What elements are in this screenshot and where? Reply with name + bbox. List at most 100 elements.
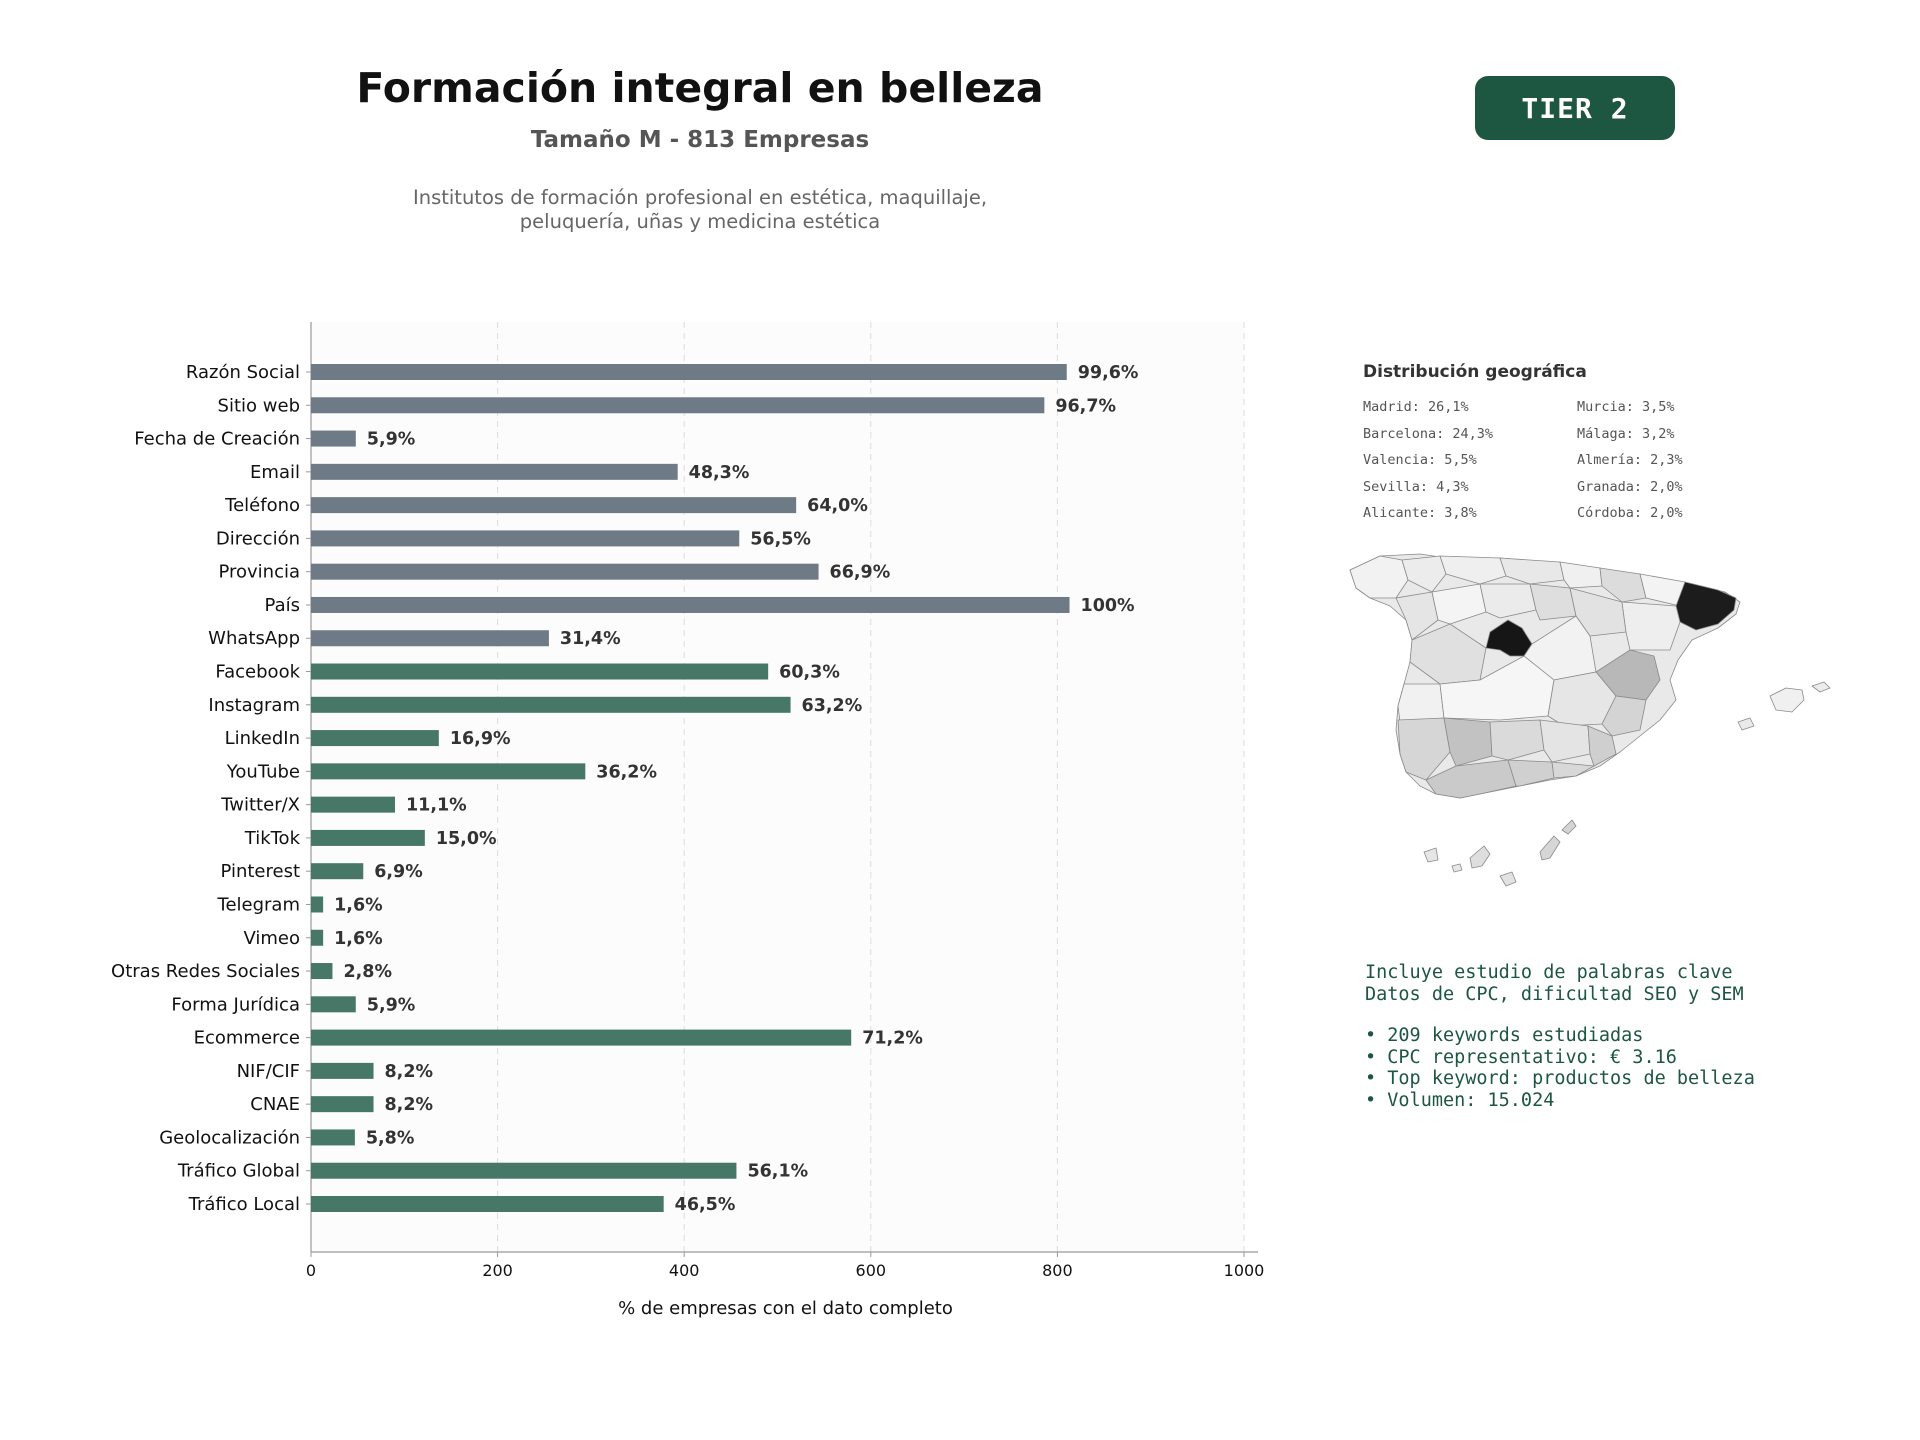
x-axis-label: % de empresas con el dato completo xyxy=(618,1298,953,1319)
map-island xyxy=(1769,687,1805,713)
x-tick-label: 0 xyxy=(306,1261,316,1280)
category-label: Provincia xyxy=(218,562,300,583)
keyword-study-block: Incluye estudio de palabras clave Datos … xyxy=(1365,962,1755,1111)
map-province xyxy=(1551,761,1595,779)
category-label: Dirección xyxy=(216,528,300,549)
geo-item: Córdoba: 2,0% xyxy=(1577,505,1683,521)
bar xyxy=(311,630,549,647)
category-label: País xyxy=(265,595,300,616)
data-label: 64,0% xyxy=(807,496,868,516)
map-province xyxy=(1599,567,1647,603)
x-tick-label: 600 xyxy=(856,1261,887,1280)
data-label: 66,9% xyxy=(830,563,891,583)
map-province xyxy=(1499,557,1565,585)
category-label: Telegram xyxy=(217,894,300,915)
map-province xyxy=(1621,601,1681,651)
bar xyxy=(311,1196,664,1212)
geo-item: Barcelona: 24,3% xyxy=(1363,425,1494,442)
bar xyxy=(311,663,769,680)
category-label: Otras Redes Sociales xyxy=(111,961,300,982)
geo-item: Málaga: 3,2% xyxy=(1577,425,1675,442)
map-province xyxy=(1587,725,1617,767)
category-label: Vimeo xyxy=(243,928,300,949)
data-label: 5,9% xyxy=(367,430,416,450)
data-label: 46,5% xyxy=(675,1195,736,1215)
bar xyxy=(311,696,791,713)
category-label: Tráfico Local xyxy=(188,1194,300,1215)
bar xyxy=(311,929,324,946)
data-label: 56,1% xyxy=(747,1162,808,1182)
x-tick-label: 400 xyxy=(669,1261,700,1280)
map-island xyxy=(1539,835,1561,861)
category-label: Fecha de Creación xyxy=(134,429,300,450)
bar xyxy=(311,796,395,813)
category-label: YouTube xyxy=(226,761,300,782)
bar xyxy=(311,1129,355,1146)
x-tick-label: 800 xyxy=(1042,1261,1073,1280)
geo-distribution-title: Distribución geográfica xyxy=(1363,362,1587,382)
map-province xyxy=(1439,555,1507,585)
category-label: Forma Jurídica xyxy=(171,994,300,1015)
map-province xyxy=(1395,591,1439,641)
bar xyxy=(311,730,439,747)
bar xyxy=(311,863,364,880)
map-island xyxy=(1451,863,1463,873)
data-label: 5,8% xyxy=(366,1128,415,1148)
bar xyxy=(311,963,333,980)
map-island xyxy=(1499,871,1517,887)
map-province xyxy=(1401,555,1447,593)
data-label: 48,3% xyxy=(689,463,750,483)
data-label: 63,2% xyxy=(802,696,863,716)
keyword-bullet: • Volumen: 15.024 xyxy=(1365,1089,1555,1111)
map-island xyxy=(1423,847,1439,863)
sector-description: Institutos de formación profesional en e… xyxy=(300,186,1100,234)
map-province xyxy=(1489,719,1545,761)
map-province xyxy=(1397,683,1445,723)
map-province-sevilla xyxy=(1443,717,1493,767)
data-label: 8,2% xyxy=(385,1095,434,1115)
category-label: Twitter/X xyxy=(220,795,300,816)
map-island xyxy=(1561,819,1577,835)
map-island xyxy=(1811,681,1831,693)
bar xyxy=(311,463,678,480)
keyword-bullet: • CPC representativo: € 3.16 xyxy=(1365,1046,1677,1068)
data-label: 96,7% xyxy=(1055,396,1116,416)
bar xyxy=(311,430,356,447)
page-title: Formación integral en belleza xyxy=(356,64,1044,112)
geo-item: Murcia: 3,5% xyxy=(1577,399,1675,415)
bar xyxy=(311,1096,374,1113)
tier-badge: TIER 2 xyxy=(1475,76,1675,140)
x-tick-label: 200 xyxy=(482,1261,513,1280)
keyword-bullet: • 209 keywords estudiadas xyxy=(1365,1025,1644,1046)
data-label: 1,6% xyxy=(334,895,383,915)
description-line: peluquería, uñas y medicina estética xyxy=(519,210,881,233)
map-province xyxy=(1507,759,1555,787)
keyword-bullet: • Top keyword: productos de belleza xyxy=(1365,1068,1755,1089)
geo-item: Madrid: 26,1% xyxy=(1363,399,1469,415)
category-label: Geolocalización xyxy=(159,1127,300,1148)
data-label: 56,5% xyxy=(750,529,811,549)
category-label: Razón Social xyxy=(186,362,300,383)
data-label: 31,4% xyxy=(560,629,621,649)
category-label: NIF/CIF xyxy=(237,1061,300,1082)
geo-distribution-list: Madrid: 26,1% Murcia: 3,5% Barcelona: 24… xyxy=(1363,398,1783,524)
data-label: 36,2% xyxy=(596,762,657,782)
category-label: WhatsApp xyxy=(208,628,300,649)
bar xyxy=(311,497,797,514)
map-province xyxy=(1479,583,1537,619)
geo-item: Granada: 2,0% xyxy=(1577,478,1683,495)
geo-item: Almería: 2,3% xyxy=(1577,452,1683,468)
bar xyxy=(311,596,1070,613)
bar xyxy=(311,397,1045,414)
map-province xyxy=(1601,695,1647,737)
spain-province-map xyxy=(1349,553,1831,887)
data-label: 71,2% xyxy=(862,1029,923,1049)
data-label: 8,2% xyxy=(385,1062,434,1082)
page-subtitle: Tamaño M - 813 Empresas xyxy=(530,127,870,153)
data-label: 100% xyxy=(1081,596,1135,616)
category-label: Instagram xyxy=(208,695,300,716)
geo-item: Sevilla: 4,3% xyxy=(1363,478,1469,495)
data-label: 60,3% xyxy=(779,663,840,683)
category-label: Teléfono xyxy=(224,495,300,516)
geo-item: Alicante: 3,8% xyxy=(1363,505,1477,521)
